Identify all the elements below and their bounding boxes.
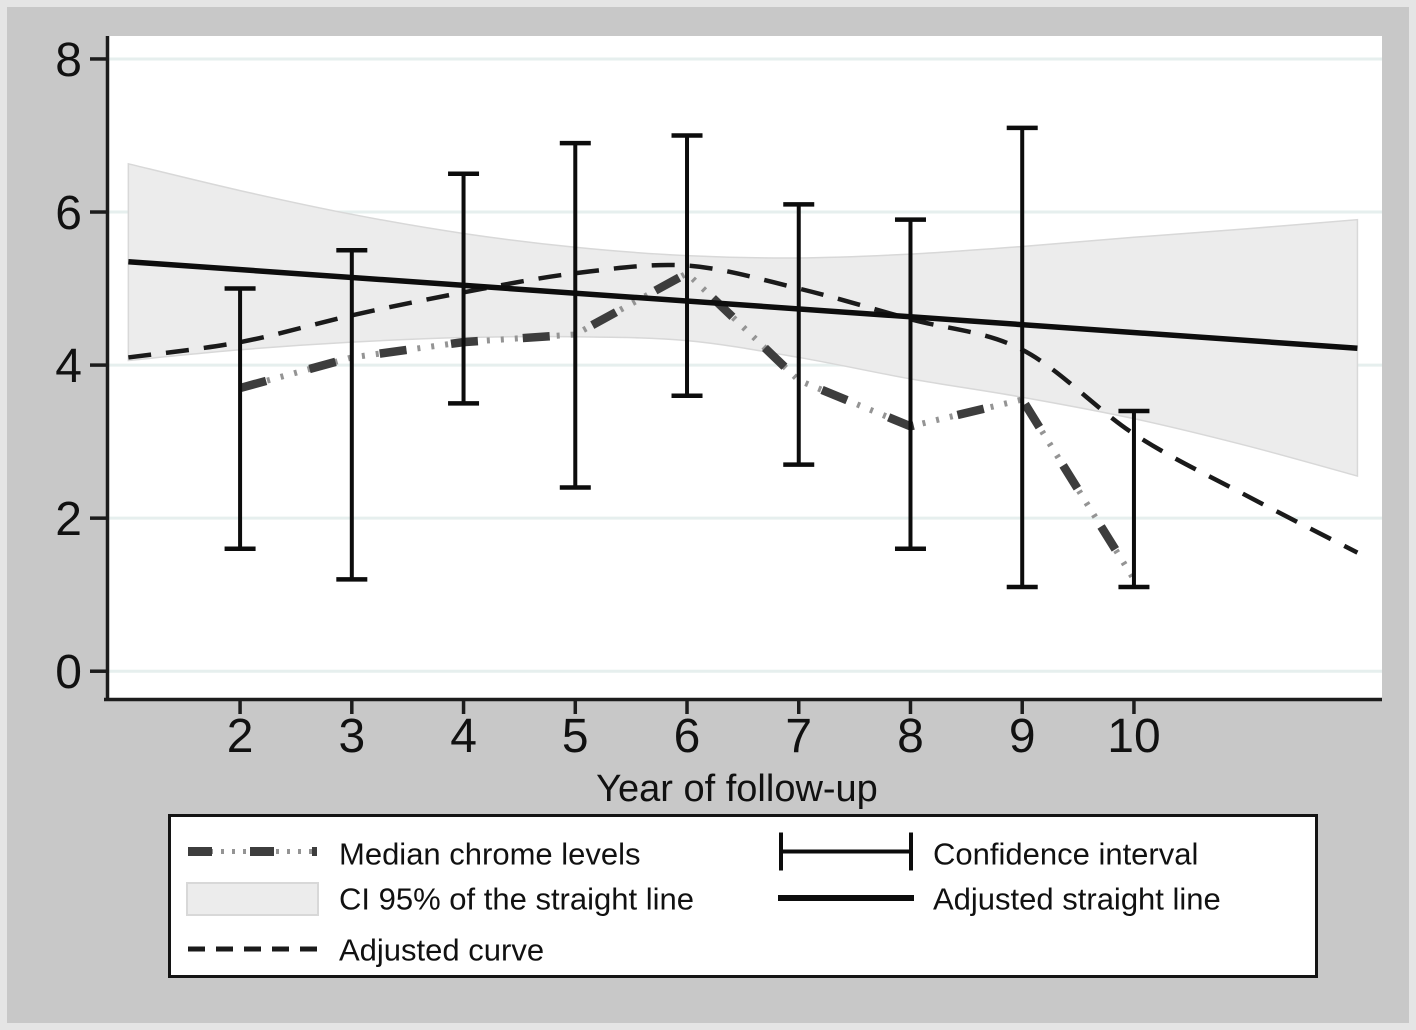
x-tick-label-7: 7 [785, 710, 812, 763]
band-swatch-icon [186, 882, 319, 916]
x-tick-label-4: 4 [450, 710, 477, 763]
tick-labels-layer: 2 3 4 5 6 7 8 9 10 8 6 4 2 0 [55, 34, 1160, 763]
axes-layer [104, 36, 1382, 702]
legend-key-confidence-interval [776, 830, 916, 879]
legend-label-median: Median chrome levels [339, 836, 641, 872]
x-axis-title: Year of follow-up [596, 768, 878, 810]
legend-label-confidence-interval: Confidence interval [933, 836, 1199, 872]
legend-key-adjusted-curve [186, 941, 319, 959]
y-tick-label-0: 0 [55, 646, 82, 699]
dash-dot-dot-line-icon [188, 847, 317, 856]
error-bar-year-9 [1006, 125, 1038, 590]
y-tick-label-4: 4 [55, 340, 82, 393]
error-bars-layer [224, 125, 1150, 590]
error-bar-year-3 [336, 248, 368, 582]
legend-key-median-line [186, 842, 319, 867]
x-tick-label-5: 5 [562, 710, 589, 763]
y-tick-label-6: 6 [55, 187, 82, 240]
x-tick-label-3: 3 [338, 710, 365, 763]
legend-label-adjusted-curve: Adjusted curve [339, 932, 545, 968]
x-tick-label-10: 10 [1107, 710, 1160, 763]
adjusted-straight-line [128, 259, 1358, 351]
dashed-line-icon [188, 946, 317, 952]
median-line [238, 268, 1138, 582]
adjusted-curve-line [128, 262, 1359, 555]
legend-label-ci-band: CI 95% of the straight line [339, 881, 694, 917]
error-bar-icon [779, 832, 913, 871]
legend-label-straight-line: Adjusted straight line [933, 881, 1221, 917]
x-tick-label-9: 9 [1009, 710, 1036, 763]
x-tick-label-6: 6 [674, 710, 701, 763]
error-bar-year-7 [783, 202, 815, 467]
error-bar-year-2 [224, 286, 256, 552]
error-bar-year-10 [1118, 408, 1150, 590]
error-bar-year-6 [671, 133, 703, 398]
y-tick-label-8: 8 [55, 34, 82, 87]
legend-key-ci-band [186, 882, 319, 916]
legend-key-straight-line [776, 890, 916, 908]
x-tick-label-2: 2 [227, 710, 254, 763]
x-tick-label-8: 8 [897, 710, 924, 763]
series-layer [128, 259, 1359, 582]
error-bar-year-4 [448, 171, 480, 406]
error-bar-year-8 [894, 217, 926, 552]
y-tick-label-2: 2 [55, 493, 82, 546]
legend: Median chrome levels CI 95% of the strai… [168, 814, 1318, 978]
solid-line-icon [778, 895, 914, 901]
error-bar-year-5 [559, 140, 591, 490]
ticks-layer [90, 57, 1136, 714]
